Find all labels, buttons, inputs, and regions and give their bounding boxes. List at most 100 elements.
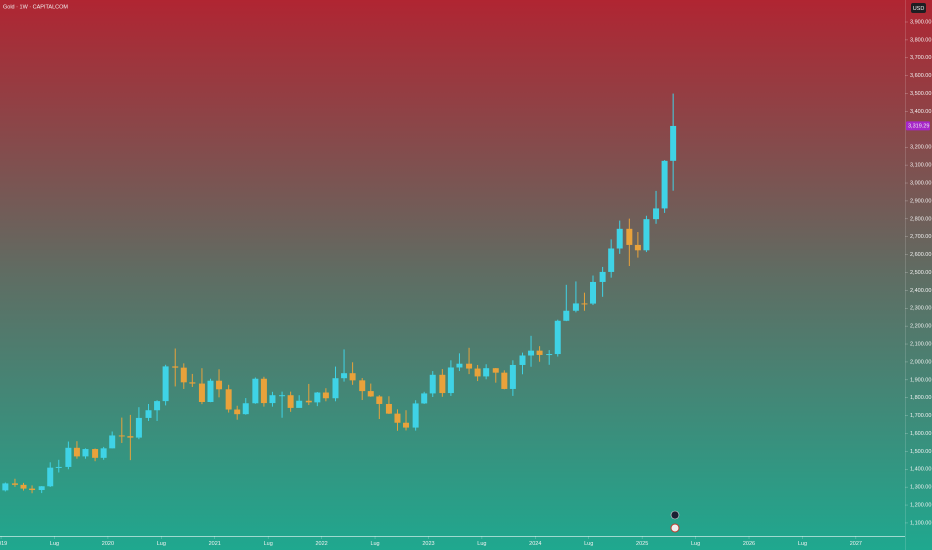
candle-body xyxy=(2,483,9,491)
candle-body xyxy=(394,413,401,423)
candle-body xyxy=(47,467,54,487)
x-tick-label: Lug xyxy=(50,541,59,547)
candle-body xyxy=(296,400,303,408)
candle-body xyxy=(349,373,356,381)
candle-body xyxy=(466,363,473,369)
candle-body xyxy=(367,391,374,397)
y-tick-label: 1,400.00 xyxy=(910,467,931,473)
candle-body xyxy=(118,435,125,437)
y-tick-label: 2,800.00 xyxy=(910,216,931,222)
event-icon[interactable] xyxy=(670,510,680,520)
last-price-label: 3,319.29 xyxy=(908,124,929,130)
x-tick-label: Lug xyxy=(157,541,166,547)
chart-title: Gold · 1W · CAPITALCOM xyxy=(3,4,68,10)
candle-body xyxy=(198,383,205,402)
candle-body xyxy=(314,392,321,403)
y-tick-label: 1,300.00 xyxy=(910,485,931,491)
y-tick-label: 3,700.00 xyxy=(910,55,931,61)
candle-body xyxy=(234,409,241,415)
candle-body xyxy=(154,401,161,411)
y-tick-label: 3,600.00 xyxy=(910,73,931,79)
y-tick-label: 2,000.00 xyxy=(910,359,931,365)
y-tick-label: 2,400.00 xyxy=(910,288,931,294)
candle-body xyxy=(322,392,329,399)
candle-body xyxy=(483,368,490,377)
y-tick-label: 2,100.00 xyxy=(910,341,931,347)
candle-body xyxy=(421,393,428,404)
x-tick-label: Lug xyxy=(691,541,700,547)
candle-body xyxy=(92,449,99,458)
y-tick-label: 2,900.00 xyxy=(910,198,931,204)
candle-body xyxy=(563,310,570,321)
y-tick-label: 3,000.00 xyxy=(910,180,931,186)
y-tick-label: 1,700.00 xyxy=(910,413,931,419)
candle-body xyxy=(439,374,446,394)
y-tick-label: 1,600.00 xyxy=(910,431,931,437)
candle-body xyxy=(20,484,27,489)
candle-body xyxy=(73,447,80,457)
y-tick-label: 3,100.00 xyxy=(910,163,931,169)
candle-body xyxy=(590,281,597,304)
candle-body xyxy=(554,320,561,355)
candle-body xyxy=(528,350,535,356)
candle-body xyxy=(225,389,232,410)
candle-body xyxy=(189,382,196,384)
candle-body xyxy=(376,396,383,404)
candle-body xyxy=(670,125,677,161)
candle-body xyxy=(180,367,187,383)
candle-body xyxy=(162,366,169,402)
candle-body xyxy=(509,364,516,389)
candle-body xyxy=(581,303,588,305)
candle-body xyxy=(653,208,660,220)
y-tick-label: 2,300.00 xyxy=(910,306,931,312)
candle-body xyxy=(474,368,481,377)
y-tick-label: 1,900.00 xyxy=(910,377,931,383)
x-tick-label: 2020 xyxy=(102,541,114,547)
x-tick-label: Lug xyxy=(477,541,486,547)
candle-body xyxy=(456,363,463,368)
x-tick-label: 2021 xyxy=(209,541,221,547)
last-price-box xyxy=(906,121,930,131)
event-markers xyxy=(670,510,680,533)
candle-body xyxy=(332,378,339,399)
y-tick-label: 2,200.00 xyxy=(910,324,931,330)
candle-body xyxy=(661,160,668,209)
x-tick-label: 2023 xyxy=(422,541,434,547)
candle-body xyxy=(55,466,62,468)
candle-body xyxy=(252,378,259,404)
event-icon[interactable] xyxy=(670,523,680,533)
x-tick-label: 2027 xyxy=(850,541,862,547)
candle-body xyxy=(242,403,249,415)
currency-button[interactable] xyxy=(911,3,926,13)
candle-body xyxy=(492,368,499,373)
candle-body xyxy=(385,403,392,414)
candle-body xyxy=(172,366,179,368)
candle-body xyxy=(429,374,436,394)
y-tick-label: 1,800.00 xyxy=(910,395,931,401)
candle-body xyxy=(269,395,276,404)
candle-body xyxy=(287,395,294,408)
candle-body xyxy=(616,228,623,249)
x-tick-label: 2024 xyxy=(529,541,541,547)
candle-body xyxy=(216,380,223,390)
candle-body xyxy=(145,410,152,418)
candle-body xyxy=(359,380,366,392)
x-tick-label: Lug xyxy=(264,541,273,547)
currency-label[interactable]: USD xyxy=(913,6,925,12)
x-tick-label: Lug xyxy=(798,541,807,547)
candle-body xyxy=(447,367,454,394)
candle-body xyxy=(260,378,267,404)
y-tick-label: 3,800.00 xyxy=(910,37,931,43)
x-tick-label: 2022 xyxy=(315,541,327,547)
candle-body xyxy=(519,355,526,365)
candle-body xyxy=(501,372,508,389)
y-tick-label: 1,100.00 xyxy=(910,520,931,526)
candle-body xyxy=(305,400,312,403)
candle-body xyxy=(341,373,348,379)
y-tick-label: 3,900.00 xyxy=(910,19,931,25)
y-tick-label: 2,700.00 xyxy=(910,234,931,240)
candle-body xyxy=(546,354,553,356)
candle-body xyxy=(109,435,116,449)
